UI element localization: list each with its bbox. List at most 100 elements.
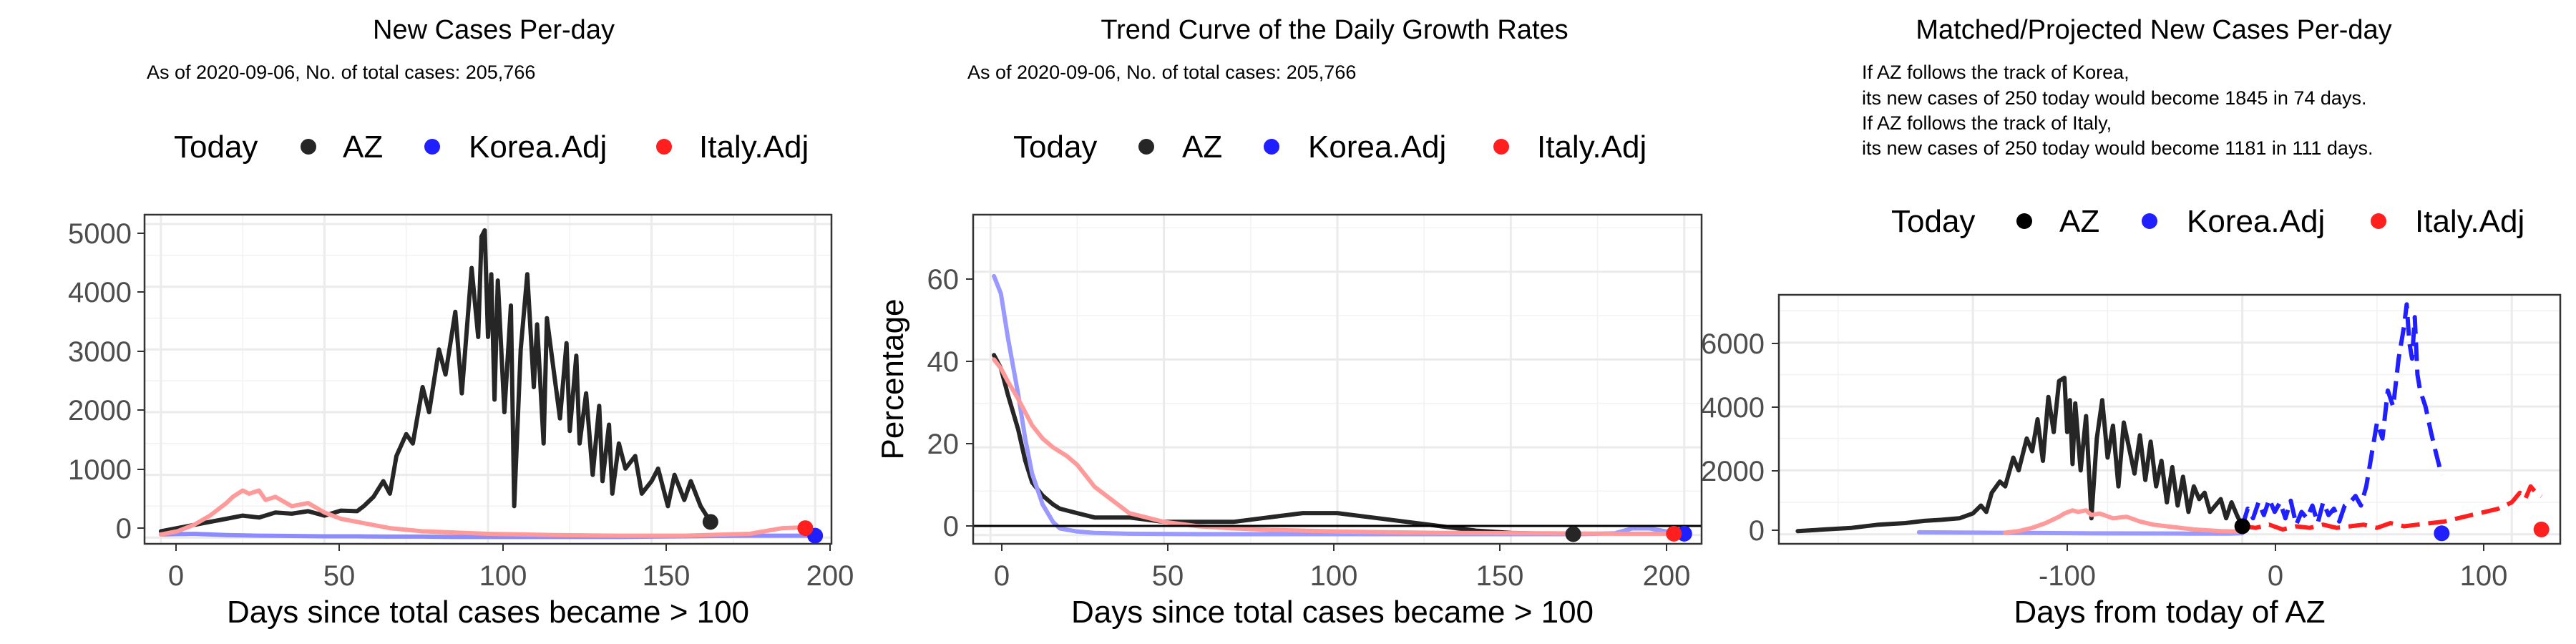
x-tick: 50 xyxy=(323,544,356,592)
plot-area xyxy=(1779,295,2560,544)
series-line-korea-adj xyxy=(1919,532,2243,534)
legend-key-korea xyxy=(2142,213,2157,229)
y-tick-label: 5000 xyxy=(68,218,132,250)
panel-new-cases: New Cases Per-day As of 2020-09-06, No. … xyxy=(68,15,854,630)
x-tick-label: 0 xyxy=(994,560,1010,592)
y-tick-label: 1000 xyxy=(68,454,132,486)
y-axis: 0 20 40 60 Percentage xyxy=(875,264,973,542)
y-tick-label: 20 xyxy=(927,429,960,460)
today-point-italy-adj xyxy=(2534,522,2550,537)
series-line-az xyxy=(994,355,1574,534)
x-tick-label: 100 xyxy=(2460,560,2508,592)
today-point-az xyxy=(1566,527,1581,542)
legend-title: Today xyxy=(1891,204,1975,239)
x-axis-label: Days from today of AZ xyxy=(2014,595,2325,630)
chart-subtitle-line-2: its new cases of 250 today would become … xyxy=(1862,87,2366,109)
legend-key-italy xyxy=(1493,139,1509,155)
x-tick-label: 150 xyxy=(1476,560,1524,592)
x-tick-label: 200 xyxy=(806,560,854,592)
y-tick: 2000 xyxy=(68,395,145,426)
x-tick-label: 0 xyxy=(2268,560,2283,592)
chart-subtitle-line-4: its new cases of 250 today would become … xyxy=(1862,137,2373,159)
legend-label-az: AZ xyxy=(343,130,383,165)
chart-subtitle-line-1: If AZ follows the track of Korea, xyxy=(1862,62,2129,83)
today-point-korea-adj xyxy=(2434,525,2449,541)
panel-growth-rates: Trend Curve of the Daily Growth Rates As… xyxy=(875,15,1702,630)
y-tick: 20 xyxy=(927,429,974,460)
x-axis: -100 0 100 Days from today of AZ xyxy=(2014,544,2507,630)
y-axis-label: Percentage xyxy=(875,298,910,459)
x-tick-label: 150 xyxy=(643,560,691,592)
y-tick: 2000 xyxy=(1701,456,1779,487)
y-tick-label: 2000 xyxy=(1701,456,1765,487)
series-line-az xyxy=(1797,378,2242,531)
y-tick: 4000 xyxy=(68,277,145,308)
x-tick: 200 xyxy=(806,544,854,592)
x-axis-label: Days since total cases became > 100 xyxy=(1071,595,1594,630)
x-tick: 0 xyxy=(168,544,184,592)
series-lines xyxy=(994,276,1684,535)
chart-title: New Cases Per-day xyxy=(373,15,615,45)
chart-title: Trend Curve of the Daily Growth Rates xyxy=(1101,15,1568,45)
x-tick: -100 xyxy=(2039,544,2096,592)
y-tick: 3000 xyxy=(68,336,145,368)
y-tick: 5000 xyxy=(68,218,145,250)
series-line-korea-adj xyxy=(994,276,1684,535)
series-line-italy-adj-projected xyxy=(2243,487,2542,530)
series-lines xyxy=(1797,304,2541,533)
series-line-korea-adj-projected xyxy=(2243,304,2442,526)
legend-label-italy: Italy.Adj xyxy=(699,130,809,165)
y-tick-label: 4000 xyxy=(68,277,132,308)
chart-subtitle: As of 2020-09-06, No. of total cases: 20… xyxy=(147,62,535,83)
x-axis: 0 50 100 150 200 Days since total cases … xyxy=(994,544,1691,630)
x-tick: 100 xyxy=(479,544,527,592)
x-axis: 0 50 100 150 200 Days since total cases … xyxy=(168,544,854,630)
y-tick-label: 40 xyxy=(927,346,960,378)
y-tick: 40 xyxy=(927,346,974,378)
y-tick: 1000 xyxy=(68,454,145,486)
today-point-italy-adj xyxy=(1666,526,1682,542)
x-tick-label: -100 xyxy=(2039,560,2096,592)
x-tick-label: 100 xyxy=(479,560,527,592)
legend: Today AZ Korea.Adj Italy.Adj xyxy=(1891,204,2524,239)
legend: Today AZ Korea.Adj Italy.Adj xyxy=(174,130,809,165)
x-tick: 100 xyxy=(1310,544,1358,592)
legend-key-az xyxy=(1138,139,1154,155)
legend-label-italy: Italy.Adj xyxy=(2415,204,2524,239)
y-tick-label: 3000 xyxy=(68,336,132,368)
today-points xyxy=(703,514,823,543)
legend-key-korea xyxy=(1264,139,1279,155)
legend-label-korea: Korea.Adj xyxy=(469,130,607,165)
y-tick-label: 2000 xyxy=(68,395,132,426)
plot-area xyxy=(973,215,1702,544)
y-tick-label: 0 xyxy=(1749,515,1765,547)
y-axis: 0 1000 2000 3000 4000 5000 xyxy=(68,218,145,545)
legend-label-az: AZ xyxy=(2059,204,2099,239)
legend-title: Today xyxy=(174,130,258,165)
x-tick: 50 xyxy=(1152,544,1184,592)
y-tick: 4000 xyxy=(1701,392,1779,424)
panel-projected-cases: Matched/Projected New Cases Per-day If A… xyxy=(1701,15,2560,630)
chart-title: Matched/Projected New Cases Per-day xyxy=(1916,15,2391,45)
y-axis: 0 2000 4000 6000 xyxy=(1701,328,1779,547)
x-tick: 100 xyxy=(2460,544,2508,592)
y-tick-label: 4000 xyxy=(1701,392,1765,424)
gridlines xyxy=(973,215,1702,544)
y-tick: 0 xyxy=(1749,515,1779,547)
x-axis-label: Days since total cases became > 100 xyxy=(227,595,749,630)
plot-area xyxy=(145,215,831,544)
series-line-italy-adj xyxy=(2005,510,2242,532)
legend-label-korea: Korea.Adj xyxy=(2187,204,2325,239)
legend-key-korea xyxy=(424,139,440,155)
chart-subtitle-line-3: If AZ follows the track of Italy, xyxy=(1862,112,2112,134)
legend: Today AZ Korea.Adj Italy.Adj xyxy=(1013,130,1646,165)
y-tick: 0 xyxy=(116,513,145,545)
legend-key-az xyxy=(301,139,316,155)
legend-key-italy xyxy=(2371,213,2386,229)
y-tick-label: 6000 xyxy=(1701,328,1765,360)
x-tick-label: 50 xyxy=(323,560,356,592)
plot-frame xyxy=(1779,295,2560,544)
legend-key-italy xyxy=(656,139,672,155)
x-tick: 0 xyxy=(2268,544,2283,592)
